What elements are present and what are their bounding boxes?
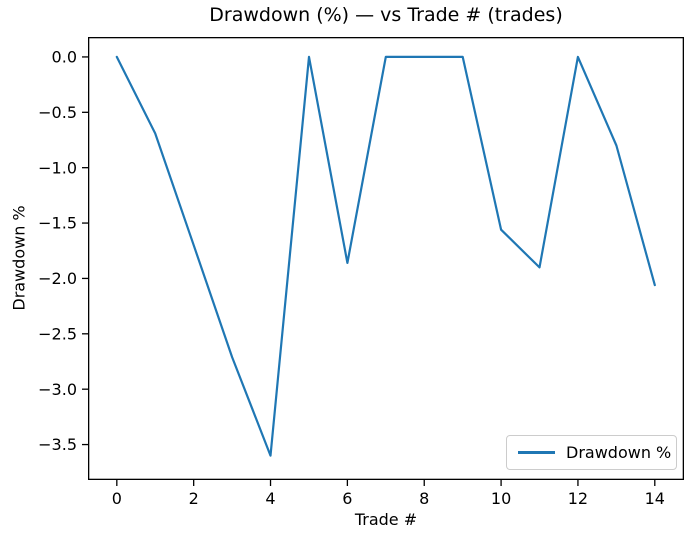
axes-frame <box>87 36 685 481</box>
y-tick-label: 0.0 <box>52 48 77 67</box>
chart-title: Drawdown (%) — vs Trade # (trades) <box>209 4 563 26</box>
x-tick-label: 10 <box>491 489 511 508</box>
y-tick-label: −2.5 <box>38 324 77 343</box>
x-tick-label: 14 <box>645 489 665 508</box>
x-tick-label: 2 <box>189 489 199 508</box>
y-tick-label: −3.0 <box>38 380 77 399</box>
y-tick-label: −3.5 <box>38 435 77 454</box>
legend: Drawdown % <box>506 435 677 470</box>
drawdown-line <box>115 55 656 457</box>
legend-line-sample-icon <box>518 451 555 454</box>
x-tick-label: 8 <box>419 489 429 508</box>
x-tick-label: 6 <box>342 489 352 508</box>
y-tick-label: −1.5 <box>38 214 77 233</box>
x-tick-label: 4 <box>265 489 275 508</box>
legend-label: Drawdown % <box>566 443 672 462</box>
y-tick-label: −2.0 <box>38 269 77 288</box>
y-tick-label: −1.0 <box>38 158 77 177</box>
y-tick-label: −0.5 <box>38 103 77 122</box>
y-axis-label: Drawdown % <box>9 205 29 311</box>
x-axis-label: Trade # <box>354 510 418 529</box>
x-tick-label: 12 <box>568 489 588 508</box>
x-tick-label: 0 <box>112 489 122 508</box>
plot-area: 0 2 4 6 8 10 12 14 0.0 −0.5 −1.0 −1.5 −2.0 −2.5 −3.0 −3… <box>38 36 685 508</box>
